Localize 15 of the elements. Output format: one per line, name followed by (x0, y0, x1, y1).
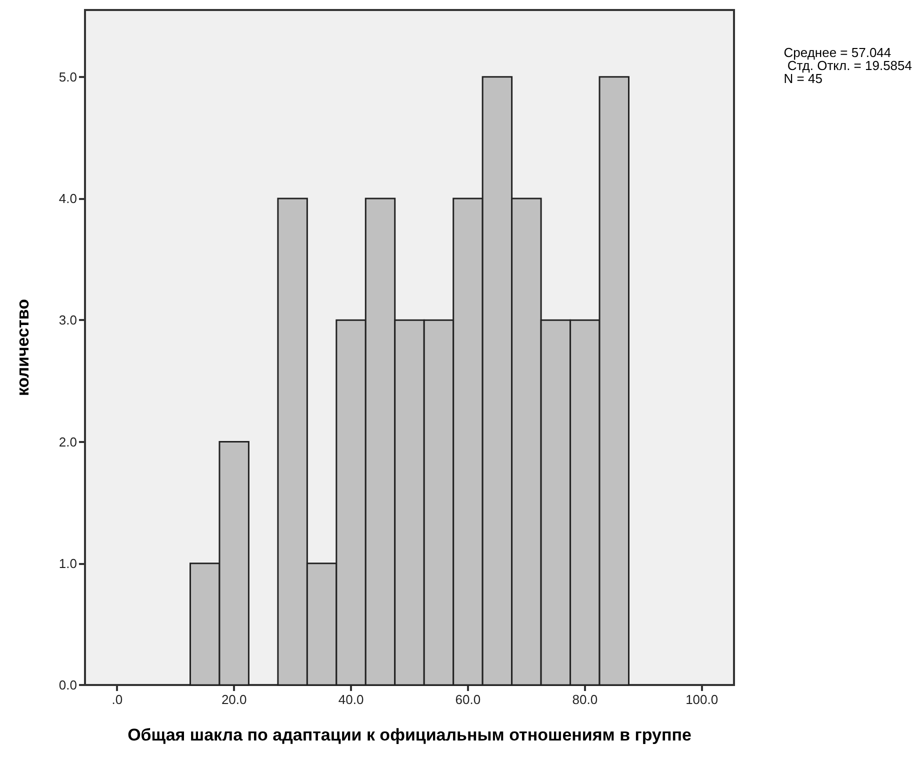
y-tick-label: 2.0 (58, 434, 77, 450)
x-tick-label: 60.0 (455, 692, 481, 707)
y-tick-label: 1.0 (58, 556, 77, 571)
x-tick-label: .0 (112, 692, 123, 707)
y-axis-title: количество (14, 299, 32, 396)
x-tick-label: 20.0 (221, 692, 247, 707)
y-tick-label: 0.0 (58, 678, 77, 692)
text: Среднее = 57.044 Стд. Откл. = 19.5854 N = 45 (784, 45, 912, 86)
y-tick-label: 4.0 (58, 191, 77, 206)
y-tick-label: 3.0 (58, 312, 77, 328)
y-tick-label: 5.0 (58, 69, 77, 84)
x-tick-label: 80.0 (572, 692, 598, 707)
x-tick-label: 100.0 (686, 692, 718, 707)
x-tick-label: 40.0 (338, 692, 364, 707)
x-axis-title: Общая шакла по адаптации к официальным отношениям в группе (128, 726, 692, 744)
